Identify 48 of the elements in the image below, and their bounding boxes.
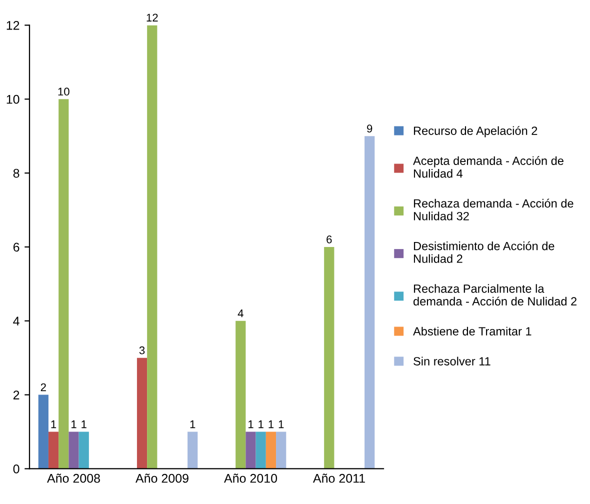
y-tick-label: 4 (13, 316, 20, 326)
legend-label: Rechaza demanda - Acción de Nulidad 32 (414, 198, 574, 220)
data-label: 1 (258, 420, 264, 428)
y-tick-label: 0 (13, 464, 20, 474)
data-label: 6 (326, 236, 332, 244)
bar (78, 432, 89, 469)
data-label: 1 (51, 420, 56, 428)
bar (188, 432, 198, 469)
bar (48, 432, 59, 469)
bar (236, 320, 246, 469)
bar (364, 136, 375, 469)
legend-label: Desistimiento de Acción de Nulidad 2 (414, 241, 554, 263)
bar (324, 246, 334, 469)
legend-label: Recurso de Apelación 2 (414, 126, 538, 138)
x-tick-label: Año 2008 (47, 474, 100, 483)
data-label: 1 (190, 420, 196, 428)
bar (276, 432, 286, 469)
data-label: 9 (367, 124, 372, 132)
data-label: 3 (139, 346, 145, 354)
bar (136, 358, 148, 469)
data-label: 1 (268, 420, 274, 428)
data-label: 10 (58, 88, 70, 96)
data-label: 2 (40, 383, 46, 392)
y-tick-label: 8 (13, 168, 20, 178)
x-tick-label: Año 2009 (136, 474, 188, 483)
legend-label: Rechaza Parcialmente la demanda - Acción de Nulidad 2 (414, 284, 576, 306)
bar (38, 394, 48, 469)
bar (246, 432, 256, 469)
bar (68, 432, 79, 469)
y-tick-label: 10 (6, 94, 20, 104)
data-label: 12 (146, 14, 158, 22)
data-label: 1 (82, 420, 86, 428)
data-label: 1 (248, 420, 254, 428)
data-label: 4 (238, 310, 244, 318)
bar (147, 25, 158, 469)
legend-label: Acepta demanda - Acción de Nulidad 4 (413, 156, 564, 178)
bar (266, 432, 276, 469)
data-label: 1 (278, 420, 284, 428)
legend-label: Sin resolver 11 (414, 356, 490, 366)
y-tick-label: 12 (6, 21, 20, 30)
x-tick-label: Año 2011 (312, 474, 365, 483)
bar (58, 99, 69, 469)
y-tick-label: 2 (13, 390, 20, 400)
x-tick-label: Año 2010 (224, 474, 278, 483)
legend-label: Abstiene de Tramitar 1 (413, 326, 532, 336)
data-label: 1 (72, 420, 76, 428)
bar (256, 432, 266, 469)
y-tick-label: 6 (13, 242, 20, 252)
